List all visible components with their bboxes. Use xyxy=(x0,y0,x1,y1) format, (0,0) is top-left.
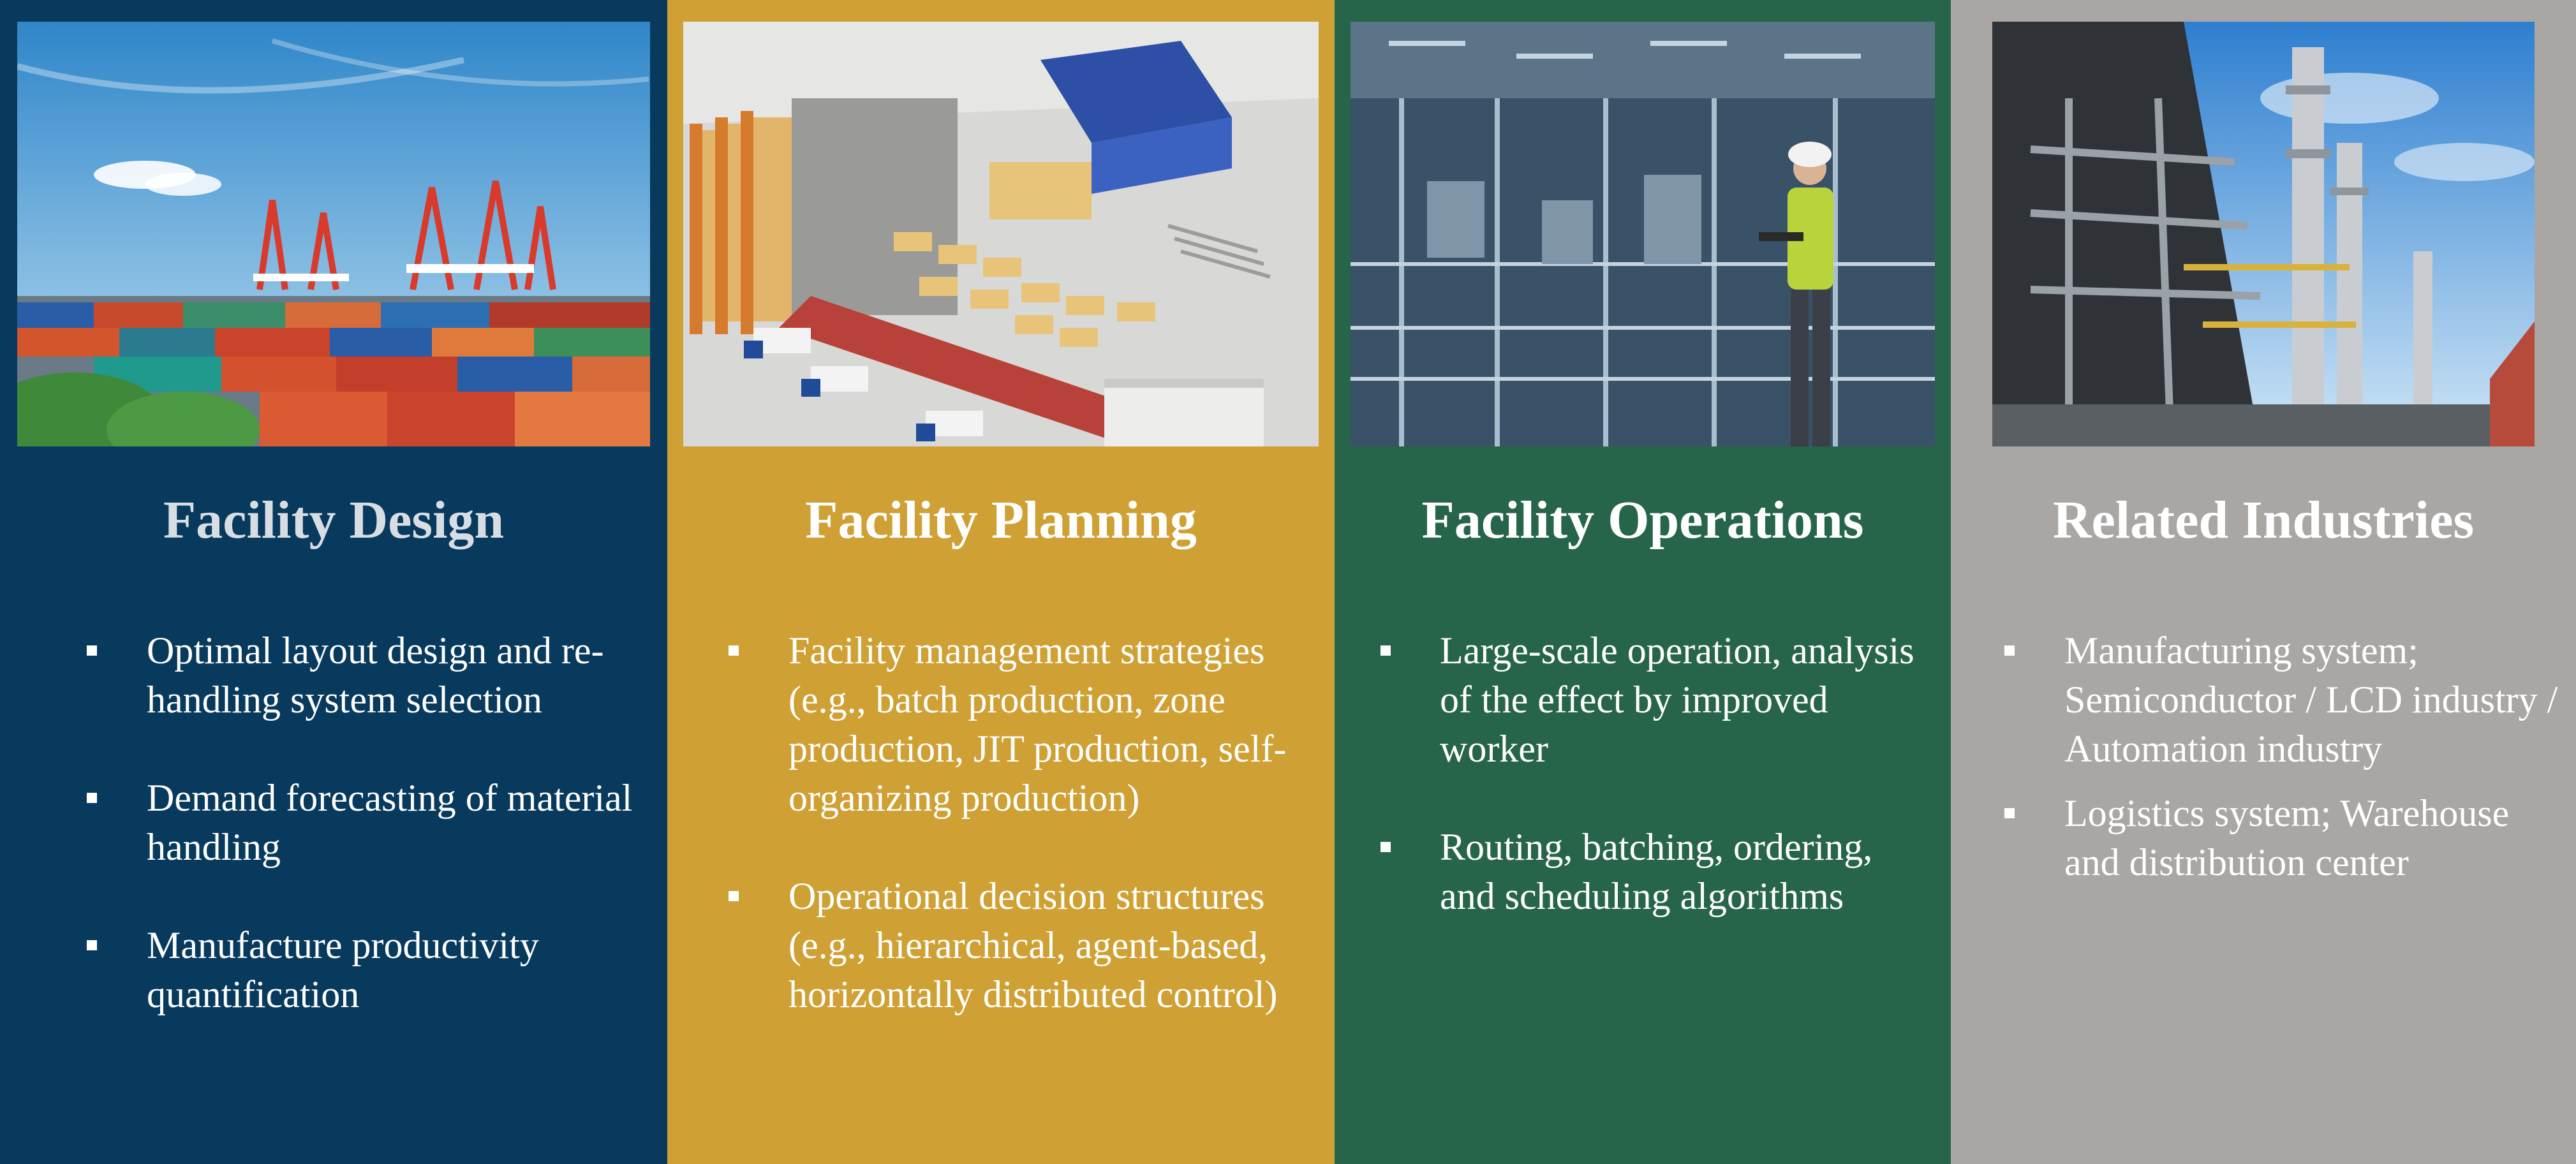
bullet-text: Optimal layout design and re-handling sy… xyxy=(147,630,604,721)
bullet-list-facility-planning: Facility management strategies (e.g., ba… xyxy=(667,626,1335,1019)
square-bullet-icon xyxy=(2004,645,2015,656)
bullet-list-facility-operations: Large-scale operation, analysis of the e… xyxy=(1335,626,1951,921)
bullet-text: Routing, batching, ordering, and schedul… xyxy=(1440,826,1873,918)
square-bullet-icon xyxy=(2004,808,2015,819)
bullet-list-facility-design: Optimal layout design and re-handling sy… xyxy=(0,626,667,1019)
heading-facility-design: Facility Design xyxy=(163,490,505,550)
heading-facility-operations: Facility Operations xyxy=(1421,490,1864,550)
list-item: Facility management strategies (e.g., ba… xyxy=(667,626,1335,823)
list-item: Optimal layout design and re-handling sy… xyxy=(0,626,667,725)
square-bullet-icon xyxy=(87,645,97,656)
list-item: Manufacturing system; Semiconductor / LC… xyxy=(1951,626,2576,774)
list-item: Large-scale operation, analysis of the e… xyxy=(1335,626,1951,774)
heading-facility-planning: Facility Planning xyxy=(805,490,1197,550)
square-bullet-icon xyxy=(1381,842,1391,853)
bullet-text: Manufacturing system; Semiconductor / LC… xyxy=(2064,630,2558,770)
bullet-text: Manufacture productivity quantification xyxy=(147,924,539,1016)
bullet-text: Facility management strategies (e.g., ba… xyxy=(788,630,1287,820)
heading-related-industries: Related Industries xyxy=(2052,490,2475,550)
panel-related-industries: Related Industries Manufacturing system;… xyxy=(1951,0,2576,1164)
list-item: Manufacture productivity quantification xyxy=(0,921,667,1019)
square-bullet-icon xyxy=(1381,645,1391,656)
panel-facility-design: Facility Design Optimal layout design an… xyxy=(0,0,667,1164)
panel-facility-planning: Facility Planning Facility management st… xyxy=(667,0,1335,1164)
square-bullet-icon xyxy=(729,891,739,902)
bullet-list-related-industries: Manufacturing system; Semiconductor / LC… xyxy=(1951,626,2576,887)
warehouse-layout-illustration xyxy=(683,22,1319,446)
bullet-text: Demand forecasting of material handling xyxy=(147,777,633,869)
bullet-text: Large-scale operation, analysis of the e… xyxy=(1440,630,1914,770)
list-item: Operational decision structures (e.g., h… xyxy=(667,872,1335,1019)
panel-facility-operations: Facility Operations Large-scale operatio… xyxy=(1335,0,1951,1164)
square-bullet-icon xyxy=(729,645,739,656)
bullet-text: Logistics system; Warehouse and distribu… xyxy=(2064,792,2510,884)
square-bullet-icon xyxy=(87,793,97,804)
refinery-plant-photo xyxy=(1992,22,2535,446)
container-port-photo xyxy=(17,22,650,446)
square-bullet-icon xyxy=(87,940,97,951)
bullet-text: Operational decision structures (e.g., h… xyxy=(788,875,1278,1016)
factory-worker-photo xyxy=(1351,22,1935,446)
list-item: Logistics system; Warehouse and distribu… xyxy=(1951,789,2576,887)
list-item: Routing, batching, ordering, and schedul… xyxy=(1335,823,1951,921)
list-item: Demand forecasting of material handling xyxy=(0,774,667,872)
